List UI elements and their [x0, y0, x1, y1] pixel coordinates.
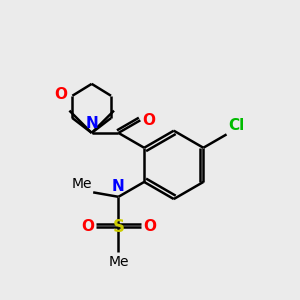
Text: O: O: [54, 87, 67, 102]
Text: N: N: [85, 116, 98, 131]
Text: O: O: [143, 219, 156, 234]
Text: Me: Me: [71, 177, 92, 191]
Text: N: N: [112, 179, 125, 194]
Text: S: S: [112, 218, 124, 236]
Text: Cl: Cl: [228, 118, 244, 133]
Text: O: O: [81, 219, 94, 234]
Text: Me: Me: [108, 255, 129, 269]
Text: O: O: [143, 113, 156, 128]
